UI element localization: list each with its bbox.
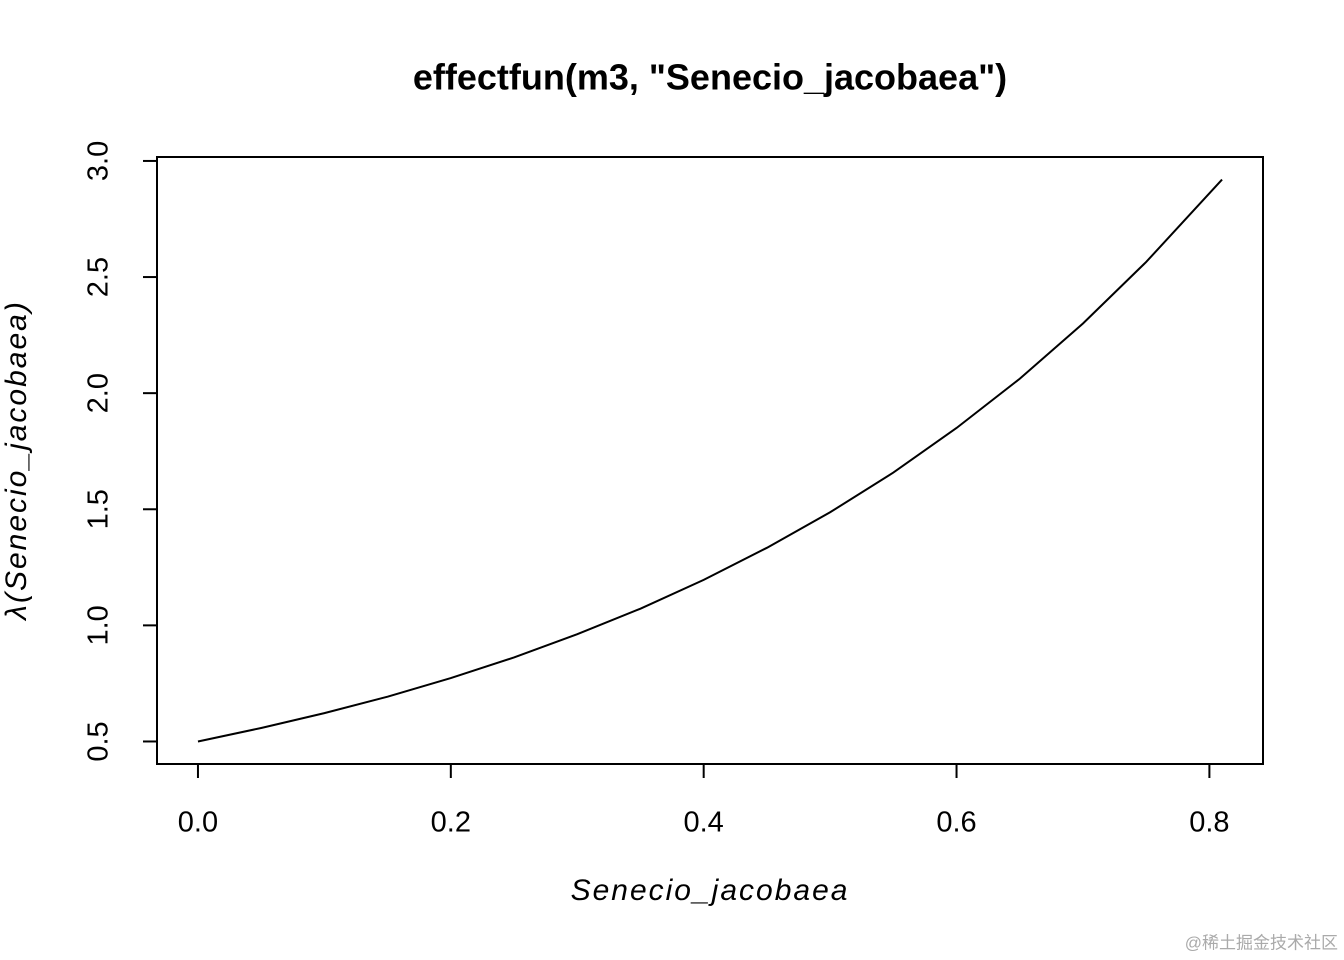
plot-frame [156,156,1264,765]
x-tick-label: 0.8 [1189,807,1229,839]
watermark: @稀土掘金技术社区 [1185,933,1338,952]
x-axis-label: Senecio_jacobaea [571,874,850,907]
x-tick-label: 0.4 [684,807,724,839]
y-tick-label: 1.5 [83,489,115,529]
chart-title: effectfun(m3, "Senecio_jacobaea") [413,57,1007,98]
y-tick-label: 3.0 [83,141,115,181]
x-tick-label: 0.0 [178,807,218,839]
y-axis-label: λ(Senecio_jacobaea) [0,300,33,622]
line [197,178,1223,743]
y-tick-label: 2.5 [83,257,115,297]
x-tick-label: 0.6 [936,807,976,839]
y-tick-label: 1.0 [83,605,115,645]
x-tick-label: 0.2 [431,807,471,839]
y-tick-label: 2.0 [83,373,115,413]
y-tick-label: 0.5 [83,721,115,761]
